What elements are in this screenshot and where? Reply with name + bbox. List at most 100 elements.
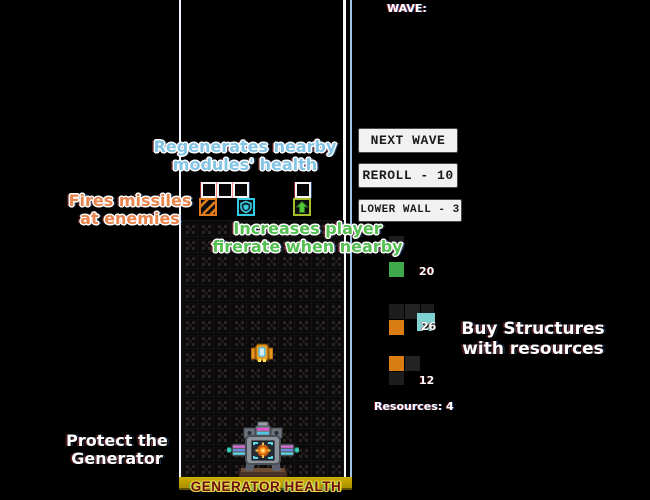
board-tile bbox=[310, 412, 328, 429]
board-tile bbox=[294, 364, 312, 381]
lower-wall-button[interactable]: LOWER WALL - 3 bbox=[358, 199, 462, 222]
board-tile bbox=[310, 396, 328, 413]
board-tile bbox=[197, 332, 215, 349]
board-tile bbox=[181, 284, 199, 301]
shield-module-icon bbox=[237, 198, 255, 216]
generator bbox=[225, 421, 301, 482]
board-tile bbox=[326, 268, 344, 285]
missile-module-icon bbox=[199, 198, 217, 216]
board-tile bbox=[197, 364, 215, 381]
board-tile bbox=[213, 380, 231, 397]
board-tile bbox=[262, 380, 280, 397]
board-tile bbox=[213, 316, 231, 333]
board-tile bbox=[294, 332, 312, 349]
board-tile bbox=[213, 300, 231, 317]
board-tile bbox=[310, 268, 328, 285]
board-tile bbox=[326, 460, 344, 477]
empty-module-cell bbox=[217, 182, 233, 198]
board-tile bbox=[262, 268, 280, 285]
shop-cell-dark bbox=[405, 356, 420, 371]
shop-cell-dark bbox=[389, 372, 404, 385]
board-tile bbox=[326, 444, 344, 461]
board-tile bbox=[245, 268, 263, 285]
board-tile bbox=[229, 348, 247, 365]
empty-module-cell bbox=[233, 182, 249, 198]
board-tile bbox=[229, 364, 247, 381]
panel-divider-line bbox=[350, 0, 352, 488]
board-tile bbox=[278, 396, 296, 413]
board-tile bbox=[310, 300, 328, 317]
shop-cell-orange bbox=[389, 356, 404, 371]
board-tile bbox=[310, 364, 328, 381]
empty-module-cell bbox=[295, 182, 311, 198]
board-tile bbox=[326, 396, 344, 413]
board-tile bbox=[294, 268, 312, 285]
board-tile bbox=[197, 412, 215, 429]
board-tile bbox=[278, 284, 296, 301]
board-tile bbox=[278, 364, 296, 381]
board-tile bbox=[197, 300, 215, 317]
board-tile bbox=[197, 380, 215, 397]
board-tile bbox=[310, 428, 328, 445]
reroll-button[interactable]: REROLL - 10 bbox=[358, 163, 458, 188]
board-tile bbox=[245, 284, 263, 301]
board-tile bbox=[213, 284, 231, 301]
board-tile bbox=[213, 268, 231, 285]
board-tile bbox=[326, 332, 344, 349]
board-tile bbox=[262, 300, 280, 317]
board-tile bbox=[213, 396, 231, 413]
board-tile bbox=[197, 428, 215, 445]
board-tile bbox=[310, 332, 328, 349]
board-tile bbox=[326, 316, 344, 333]
shop-cell-green bbox=[389, 262, 404, 277]
board-tile bbox=[294, 316, 312, 333]
board-tile bbox=[197, 348, 215, 365]
shop-item-1-cost: 20 bbox=[419, 265, 435, 278]
board-tile bbox=[294, 300, 312, 317]
board-tile bbox=[310, 460, 328, 477]
board-tile bbox=[326, 284, 344, 301]
generator-health-bar bbox=[179, 477, 352, 490]
board-tile bbox=[310, 444, 328, 461]
board-tile bbox=[229, 284, 247, 301]
board-tile bbox=[278, 316, 296, 333]
board-tile bbox=[294, 396, 312, 413]
shop-cell-dark bbox=[405, 304, 420, 319]
board-tile bbox=[278, 332, 296, 349]
board-tile bbox=[181, 268, 199, 285]
tooltip-regen-module: Regenerates nearby modules' health bbox=[153, 137, 337, 175]
board-tile bbox=[229, 396, 247, 413]
board-tile bbox=[294, 380, 312, 397]
tooltip-buy-structures: Buy Structures with resources bbox=[461, 319, 605, 359]
wave-label: WAVE: bbox=[387, 2, 427, 15]
board-tile bbox=[213, 364, 231, 381]
board-tile bbox=[181, 348, 199, 365]
shop-cell-teal bbox=[417, 313, 435, 331]
board-tile bbox=[310, 316, 328, 333]
board-tile bbox=[181, 460, 199, 477]
shop-item-2-cost: 26 bbox=[421, 320, 437, 333]
board-tile bbox=[245, 316, 263, 333]
board-tile bbox=[262, 284, 280, 301]
tooltip-missile-module: Fires missiles at enemies bbox=[68, 191, 192, 229]
tooltip-firerate-module: Increases player firerate when nearby bbox=[212, 219, 403, 257]
board-tile bbox=[181, 332, 199, 349]
shop-cell-dark bbox=[389, 304, 404, 319]
shop-cell-orange bbox=[389, 320, 404, 335]
board-tile bbox=[294, 284, 312, 301]
board-tile bbox=[310, 348, 328, 365]
board-tile bbox=[294, 348, 312, 365]
board-tile bbox=[197, 268, 215, 285]
board-tile bbox=[229, 268, 247, 285]
board-tile bbox=[262, 396, 280, 413]
board-tile bbox=[326, 364, 344, 381]
board-tile bbox=[181, 412, 199, 429]
empty-module-cell bbox=[201, 182, 217, 198]
board-tile bbox=[229, 380, 247, 397]
board-tile bbox=[278, 300, 296, 317]
next-wave-button[interactable]: NEXT WAVE bbox=[358, 128, 458, 153]
board-tile bbox=[229, 316, 247, 333]
board-tile bbox=[181, 316, 199, 333]
board-tile bbox=[310, 284, 328, 301]
